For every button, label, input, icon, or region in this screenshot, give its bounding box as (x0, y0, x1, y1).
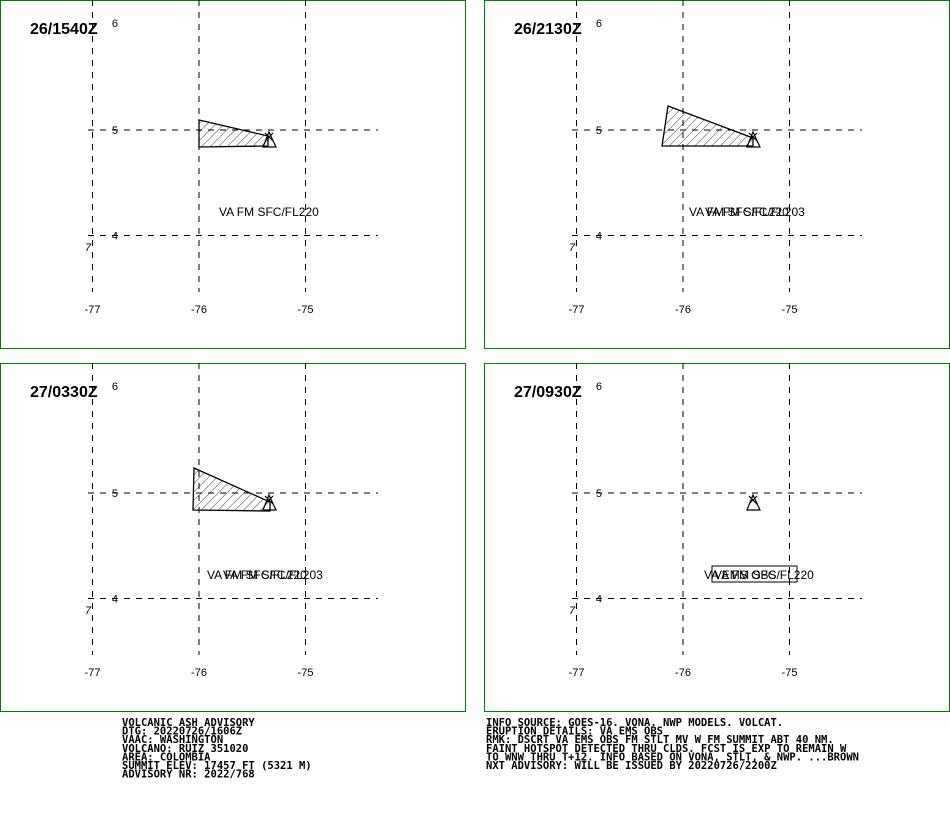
panel-border (484, 0, 950, 349)
ash-label: VA FM SFC/FL220 (219, 205, 319, 219)
lat-label: 5 (112, 488, 118, 500)
ash-label: VA FM SFC/FL220 (689, 205, 789, 219)
advisory-line: NXT ADVISORY: WILL BE ISSUED BY 20220726… (486, 760, 777, 772)
panel-border (0, 0, 466, 349)
advisory-line: ERUPTION DETAILS: VA EMS OBS (486, 726, 663, 738)
lat-label: 5 (596, 125, 602, 137)
lat-label: 4 (112, 231, 118, 243)
lon-label: -77 (569, 304, 585, 316)
lon-label: -75 (782, 667, 798, 679)
volcano-symbol (746, 493, 761, 511)
panel-border (484, 363, 950, 712)
advisory-line: VOLCANO: RUIZ 351020 (122, 743, 248, 755)
panel-time: 26/1540Z (30, 21, 98, 38)
ash-area (198, 119, 269, 148)
map-panel: -77 -76 -75 6 5 4 26/1540Z 7 VA FM SFC/FL220 (0, 0, 466, 349)
lat-label: 4 (596, 231, 602, 243)
ash-area (661, 105, 754, 147)
panel-time: 26/2130Z (514, 21, 582, 38)
advisory-line: AREA: COLOMBIA (122, 751, 211, 763)
lon-label: -75 (782, 304, 798, 316)
ash-label: VA EMS OBS (704, 568, 776, 582)
ash-label: VA FM SFC/FL220 (207, 568, 307, 582)
panel-time: 27/0330Z (30, 384, 98, 401)
grid-marker: 7 (569, 242, 576, 254)
advisory-line: ADVISORY NR: 2022/768 (122, 769, 255, 781)
volcano-symbol (746, 130, 761, 148)
grid-marker: 7 (85, 242, 92, 254)
lon-label: -76 (675, 667, 691, 679)
lat-label: 5 (112, 125, 118, 137)
ash-label: VA FM SFC/FL220 (714, 568, 814, 582)
lat-label: 5 (596, 488, 602, 500)
grid-marker: 7 (85, 605, 92, 617)
lat-label: 6 (596, 18, 602, 30)
lat-label: 6 (596, 381, 602, 393)
advisory-line: DTG: 20220726/1606Z (122, 726, 242, 738)
volcano-symbol (262, 130, 277, 148)
lon-label: -77 (85, 667, 101, 679)
advisory-line: RMK: DSCRT VA EMS OBS FM STLT MV W FM SU… (486, 734, 834, 746)
ash-area (192, 467, 271, 512)
advisory-line: TO WNW THRU T+12. INFO BASED ON VONA, ST… (486, 751, 859, 763)
lat-label: 6 (112, 18, 118, 30)
volcano-symbol (262, 493, 277, 511)
lon-label: -77 (85, 304, 101, 316)
advisory-line: FAINT HOTSPOT DETECTED THRU CLDS. FCST I… (486, 743, 847, 755)
lat-label: 4 (596, 594, 602, 606)
lon-label: -76 (191, 667, 207, 679)
ash-label: VA FM SFC/FL203 (223, 568, 323, 582)
advisory-line: VOLCANIC ASH ADVISORY (122, 717, 255, 729)
advisory-line: VAAC: WASHINGTON (122, 734, 223, 746)
lon-label: -75 (298, 667, 314, 679)
lon-label: -76 (675, 304, 691, 316)
panel-border (0, 363, 466, 712)
lon-label: -76 (191, 304, 207, 316)
advisory-line: INFO SOURCE: GOES-16. VONA. NWP MODELS. … (486, 717, 783, 729)
ash-label: VA FM SFC/FL203 (705, 205, 805, 219)
advisory-line: SUMMIT ELEV: 17457 FT (5321 M) (122, 760, 312, 772)
lon-label: -77 (569, 667, 585, 679)
lat-label: 4 (112, 594, 118, 606)
label-box (711, 565, 798, 583)
grid-marker: 7 (569, 605, 576, 617)
lon-label: -75 (298, 304, 314, 316)
panel-time: 27/0930Z (514, 384, 582, 401)
lat-label: 6 (112, 381, 118, 393)
